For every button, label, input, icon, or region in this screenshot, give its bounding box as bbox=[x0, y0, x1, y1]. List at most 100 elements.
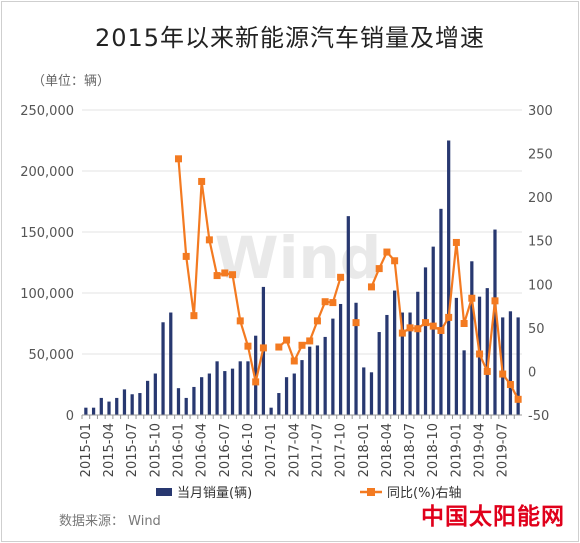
bar-2019-03 bbox=[470, 261, 474, 415]
bar-2015-03 bbox=[99, 397, 103, 415]
line-point-2018-02 bbox=[367, 283, 375, 291]
line-point-2016-12 bbox=[259, 344, 267, 352]
line-point-2018-03 bbox=[375, 265, 383, 273]
bar-2018-11 bbox=[439, 208, 443, 415]
bar-2017-07 bbox=[315, 345, 320, 415]
legend-label-line: 同比(%)右轴 bbox=[387, 486, 462, 501]
bar-2017-05 bbox=[300, 360, 304, 415]
line-point-2016-03 bbox=[190, 312, 198, 320]
line-point-2019-04 bbox=[476, 350, 484, 358]
x-tick-label: 2018-10 bbox=[426, 423, 441, 477]
x-tick-label: 2019-01 bbox=[449, 423, 464, 477]
line-point-2016-10 bbox=[244, 342, 252, 350]
line-point-2017-02 bbox=[275, 343, 283, 351]
bar-2017-01 bbox=[269, 407, 273, 415]
bar-2016-04 bbox=[200, 377, 204, 415]
bar-2017-08 bbox=[323, 336, 327, 415]
x-tick-label: 2015-10 bbox=[148, 423, 163, 477]
line-point-2019-02 bbox=[460, 320, 468, 327]
line-point-2017-08 bbox=[321, 298, 329, 306]
bar-2018-03 bbox=[377, 332, 381, 415]
line-point-2019-08 bbox=[506, 381, 514, 388]
line-series bbox=[174, 155, 522, 403]
bar-2015-01 bbox=[84, 407, 88, 415]
bar-2018-10 bbox=[431, 246, 435, 415]
y-left-tick-label: 100,000 bbox=[20, 287, 74, 302]
x-tick-label: 2016-01 bbox=[171, 423, 186, 477]
bar-2016-02 bbox=[184, 397, 188, 415]
x-tick-label: 2018-07 bbox=[403, 423, 418, 477]
bar-2015-12 bbox=[169, 312, 173, 415]
bar-2015-05 bbox=[115, 397, 119, 415]
line-point-2018-07 bbox=[406, 324, 414, 332]
bar-2018-09 bbox=[423, 267, 428, 415]
bar-2015-02 bbox=[91, 407, 96, 415]
line-point-2018-05 bbox=[391, 257, 399, 265]
legend-swatch-bar bbox=[156, 488, 172, 496]
legend-swatch-marker bbox=[367, 488, 375, 496]
line-point-2018-10 bbox=[429, 322, 437, 330]
bar-2019-05 bbox=[485, 288, 489, 415]
bar-2016-07 bbox=[223, 371, 227, 415]
bar-2016-06 bbox=[215, 361, 219, 415]
y-right-tick-label: 250 bbox=[528, 148, 553, 163]
line-point-2018-08 bbox=[414, 325, 422, 333]
bar-2016-05 bbox=[207, 373, 211, 415]
y-axis-left: 0 50,000 100,000 150,000 200,000 250,000 bbox=[20, 104, 74, 424]
x-tick-label: 2016-07 bbox=[218, 423, 233, 477]
x-tick-label: 2015-01 bbox=[79, 423, 94, 477]
bar-2018-08 bbox=[416, 291, 420, 415]
y-right-tick-label: 0 bbox=[528, 365, 536, 380]
bar-2018-01 bbox=[362, 367, 366, 415]
y-axis-right: -50 0 50 100 150 200 250 300 bbox=[528, 104, 553, 424]
line-segment bbox=[370, 242, 520, 400]
line-point-2016-07 bbox=[221, 269, 229, 277]
bar-2015-11 bbox=[161, 322, 165, 415]
bar-2018-04 bbox=[385, 314, 389, 415]
legend: 当月销量(辆) 同比(%)右轴 bbox=[156, 486, 462, 501]
bar-2018-12 bbox=[447, 140, 451, 415]
bar-2016-09 bbox=[238, 361, 242, 415]
line-point-2016-02 bbox=[182, 252, 190, 260]
line-point-2017-07 bbox=[313, 317, 321, 325]
x-tick-label: 2015-07 bbox=[125, 423, 140, 477]
bar-2016-01 bbox=[176, 388, 181, 415]
line-point-2018-04 bbox=[383, 248, 391, 256]
chart-title: 2015年以来新能源汽车销量及增速 bbox=[94, 24, 486, 52]
x-tick-label: 2016-10 bbox=[241, 423, 256, 477]
x-tick-label: 2017-01 bbox=[264, 423, 279, 477]
bar-2015-06 bbox=[122, 389, 127, 415]
bar-2019-02 bbox=[462, 350, 466, 415]
brand-logo: 中国太阳能网 bbox=[421, 504, 565, 530]
line-point-2016-08 bbox=[229, 271, 237, 279]
bar-2017-03 bbox=[284, 377, 289, 415]
line-point-2017-09 bbox=[329, 299, 337, 307]
y-right-tick-label: 150 bbox=[528, 235, 553, 250]
x-axis: 2015-01 2015-04 2015-07 2015-10 2016-01 2016-… bbox=[79, 414, 522, 477]
source-label: 数据来源： Wind bbox=[59, 514, 161, 529]
x-tick-label: 2018-01 bbox=[357, 423, 372, 477]
line-point-2016-06 bbox=[213, 272, 221, 280]
bar-2015-08 bbox=[138, 393, 142, 415]
bar-2015-09 bbox=[145, 380, 150, 415]
bar-2017-06 bbox=[308, 346, 312, 415]
line-point-2016-11 bbox=[252, 378, 260, 386]
bar-2017-10 bbox=[338, 303, 343, 415]
y-left-tick-label: 200,000 bbox=[20, 165, 74, 180]
bar-2017-12 bbox=[354, 302, 358, 415]
line-point-2016-04 bbox=[198, 177, 206, 185]
bar-2016-11 bbox=[254, 335, 258, 415]
x-tick-label: 2017-10 bbox=[334, 423, 349, 477]
bar-2019-06 bbox=[493, 229, 497, 415]
bar-2017-09 bbox=[331, 318, 335, 415]
x-tick-label: 2018-04 bbox=[380, 423, 395, 477]
bar-2019-09 bbox=[516, 317, 520, 415]
line-point-2017-05 bbox=[298, 341, 306, 349]
y-right-tick-label: 300 bbox=[528, 104, 553, 119]
line-point-2018-06 bbox=[398, 329, 406, 337]
bar-2018-06 bbox=[400, 312, 404, 415]
line-point-2017-04 bbox=[290, 357, 298, 365]
x-tick-label: 2016-04 bbox=[195, 423, 210, 477]
bar-2017-11 bbox=[346, 216, 350, 415]
